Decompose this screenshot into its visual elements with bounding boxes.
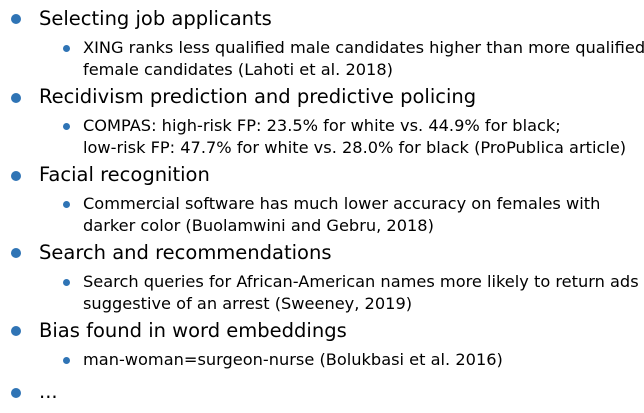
item-word-embeddings: Bias found in word embeddings: [39, 319, 347, 342]
item-embeddings-line-1: man-woman=surgeon-nurse (Bolukbasi et al…: [83, 350, 503, 369]
item-recidivism: Recidivism prediction and predictive pol…: [39, 85, 477, 108]
level1-bullet-icon: [11, 248, 21, 258]
level2-bullet-icon: [63, 45, 70, 52]
item-xing-line-2: female candidates (Lahoti et al. 2018): [83, 60, 393, 79]
item-ellipsis: ...: [39, 380, 58, 403]
item-facial-line-2: darker color (Buolamwini and Gebru, 2018…: [83, 216, 434, 235]
level1-bullet-icon: [11, 326, 21, 336]
level1-bullet-icon: [11, 14, 21, 24]
item-search-recommendations: Search and recommendations: [39, 241, 332, 264]
item-search-line-1: Search queries for African-American name…: [83, 272, 639, 291]
item-compas-line-2: low-risk FP: 47.7% for white vs. 28.0% f…: [83, 138, 627, 157]
level2-bullet-icon: [63, 123, 70, 130]
item-search-line-2: suggestive of an arrest (Sweeney, 2019): [83, 294, 413, 313]
level2-bullet-icon: [63, 201, 70, 208]
level2-bullet-icon: [63, 357, 70, 364]
level1-bullet-icon: [11, 388, 21, 398]
level2-bullet-icon: [63, 279, 70, 286]
item-facial-recognition: Facial recognition: [39, 163, 210, 186]
item-facial-line-1: Commercial software has much lower accur…: [83, 194, 601, 213]
item-selecting-job-applicants: Selecting job applicants: [39, 7, 272, 30]
item-xing-line-1: XING ranks less qualified male candidate…: [83, 38, 644, 57]
level1-bullet-icon: [11, 171, 21, 181]
level1-bullet-icon: [11, 93, 21, 103]
item-compas-line-1: COMPAS: high-risk FP: 23.5% for white vs…: [83, 116, 561, 135]
